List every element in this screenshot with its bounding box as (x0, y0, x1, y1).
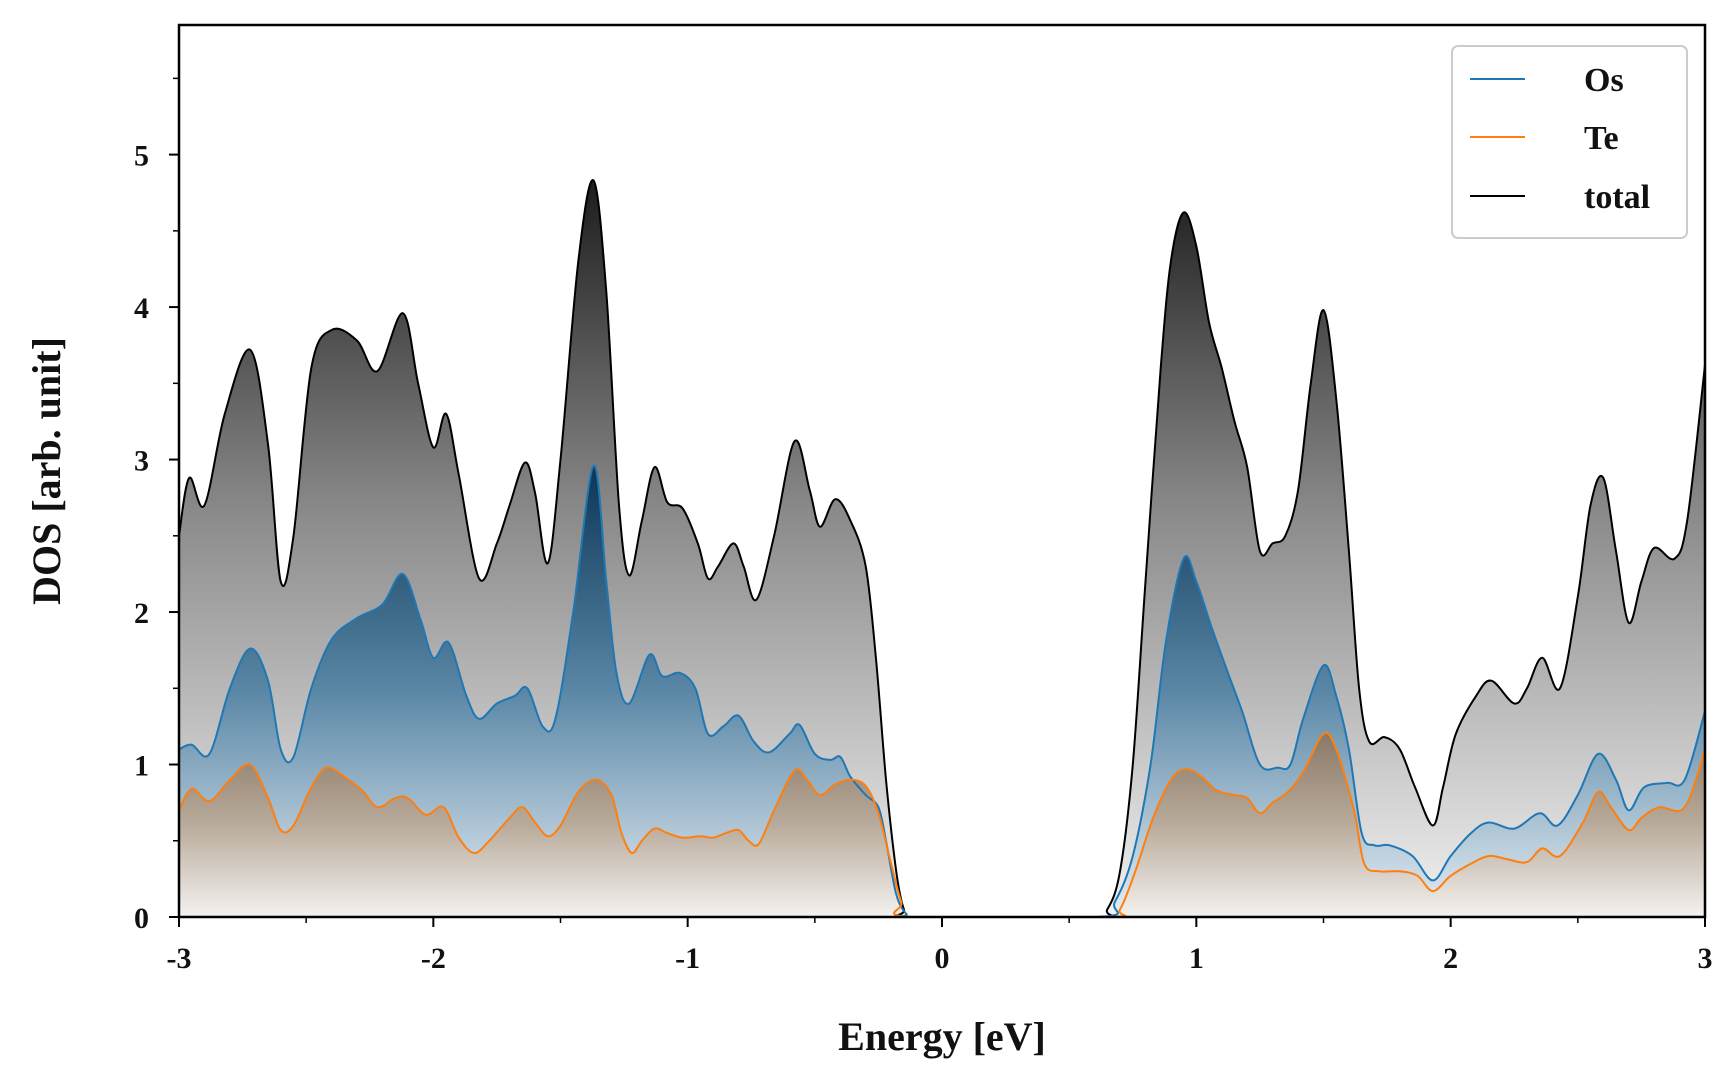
y-tick-label: 5 (134, 140, 149, 173)
area-te (179, 732, 1705, 917)
x-tick-label: 0 (935, 942, 950, 975)
y-tick-label: 3 (134, 445, 149, 478)
series-lines (179, 179, 1705, 917)
y-tick-label: 0 (134, 902, 149, 935)
line-os (179, 464, 1705, 917)
x-tick-label: 2 (1443, 942, 1458, 975)
legend-os-label: Os (1584, 62, 1624, 99)
series-fills (179, 180, 1705, 917)
line-te (179, 732, 1705, 917)
y-tick-label: 2 (134, 597, 149, 630)
y-axis-ticks: 0 1 2 3 4 5 (134, 77, 179, 935)
line-total (179, 179, 1705, 917)
x-axis-ticks: -3 -2 -1 0 1 2 3 (167, 917, 1713, 975)
y-axis-title: DOS [arb. unit] (24, 337, 69, 605)
legend-total-label: total (1584, 179, 1650, 216)
legend-te-label: Te (1584, 120, 1619, 157)
x-tick-label: 3 (1698, 942, 1713, 975)
y-tick-label: 1 (134, 750, 149, 783)
x-tick-label: -2 (421, 942, 446, 975)
y-tick-label: 4 (134, 292, 149, 325)
x-axis-title: Energy [eV] (838, 1014, 1046, 1059)
legend-box (1451, 45, 1688, 239)
x-tick-label: -1 (675, 942, 700, 975)
legend: Os Te total (1451, 45, 1688, 239)
x-tick-label: 1 (1189, 942, 1204, 975)
x-tick-label: -3 (167, 942, 192, 975)
